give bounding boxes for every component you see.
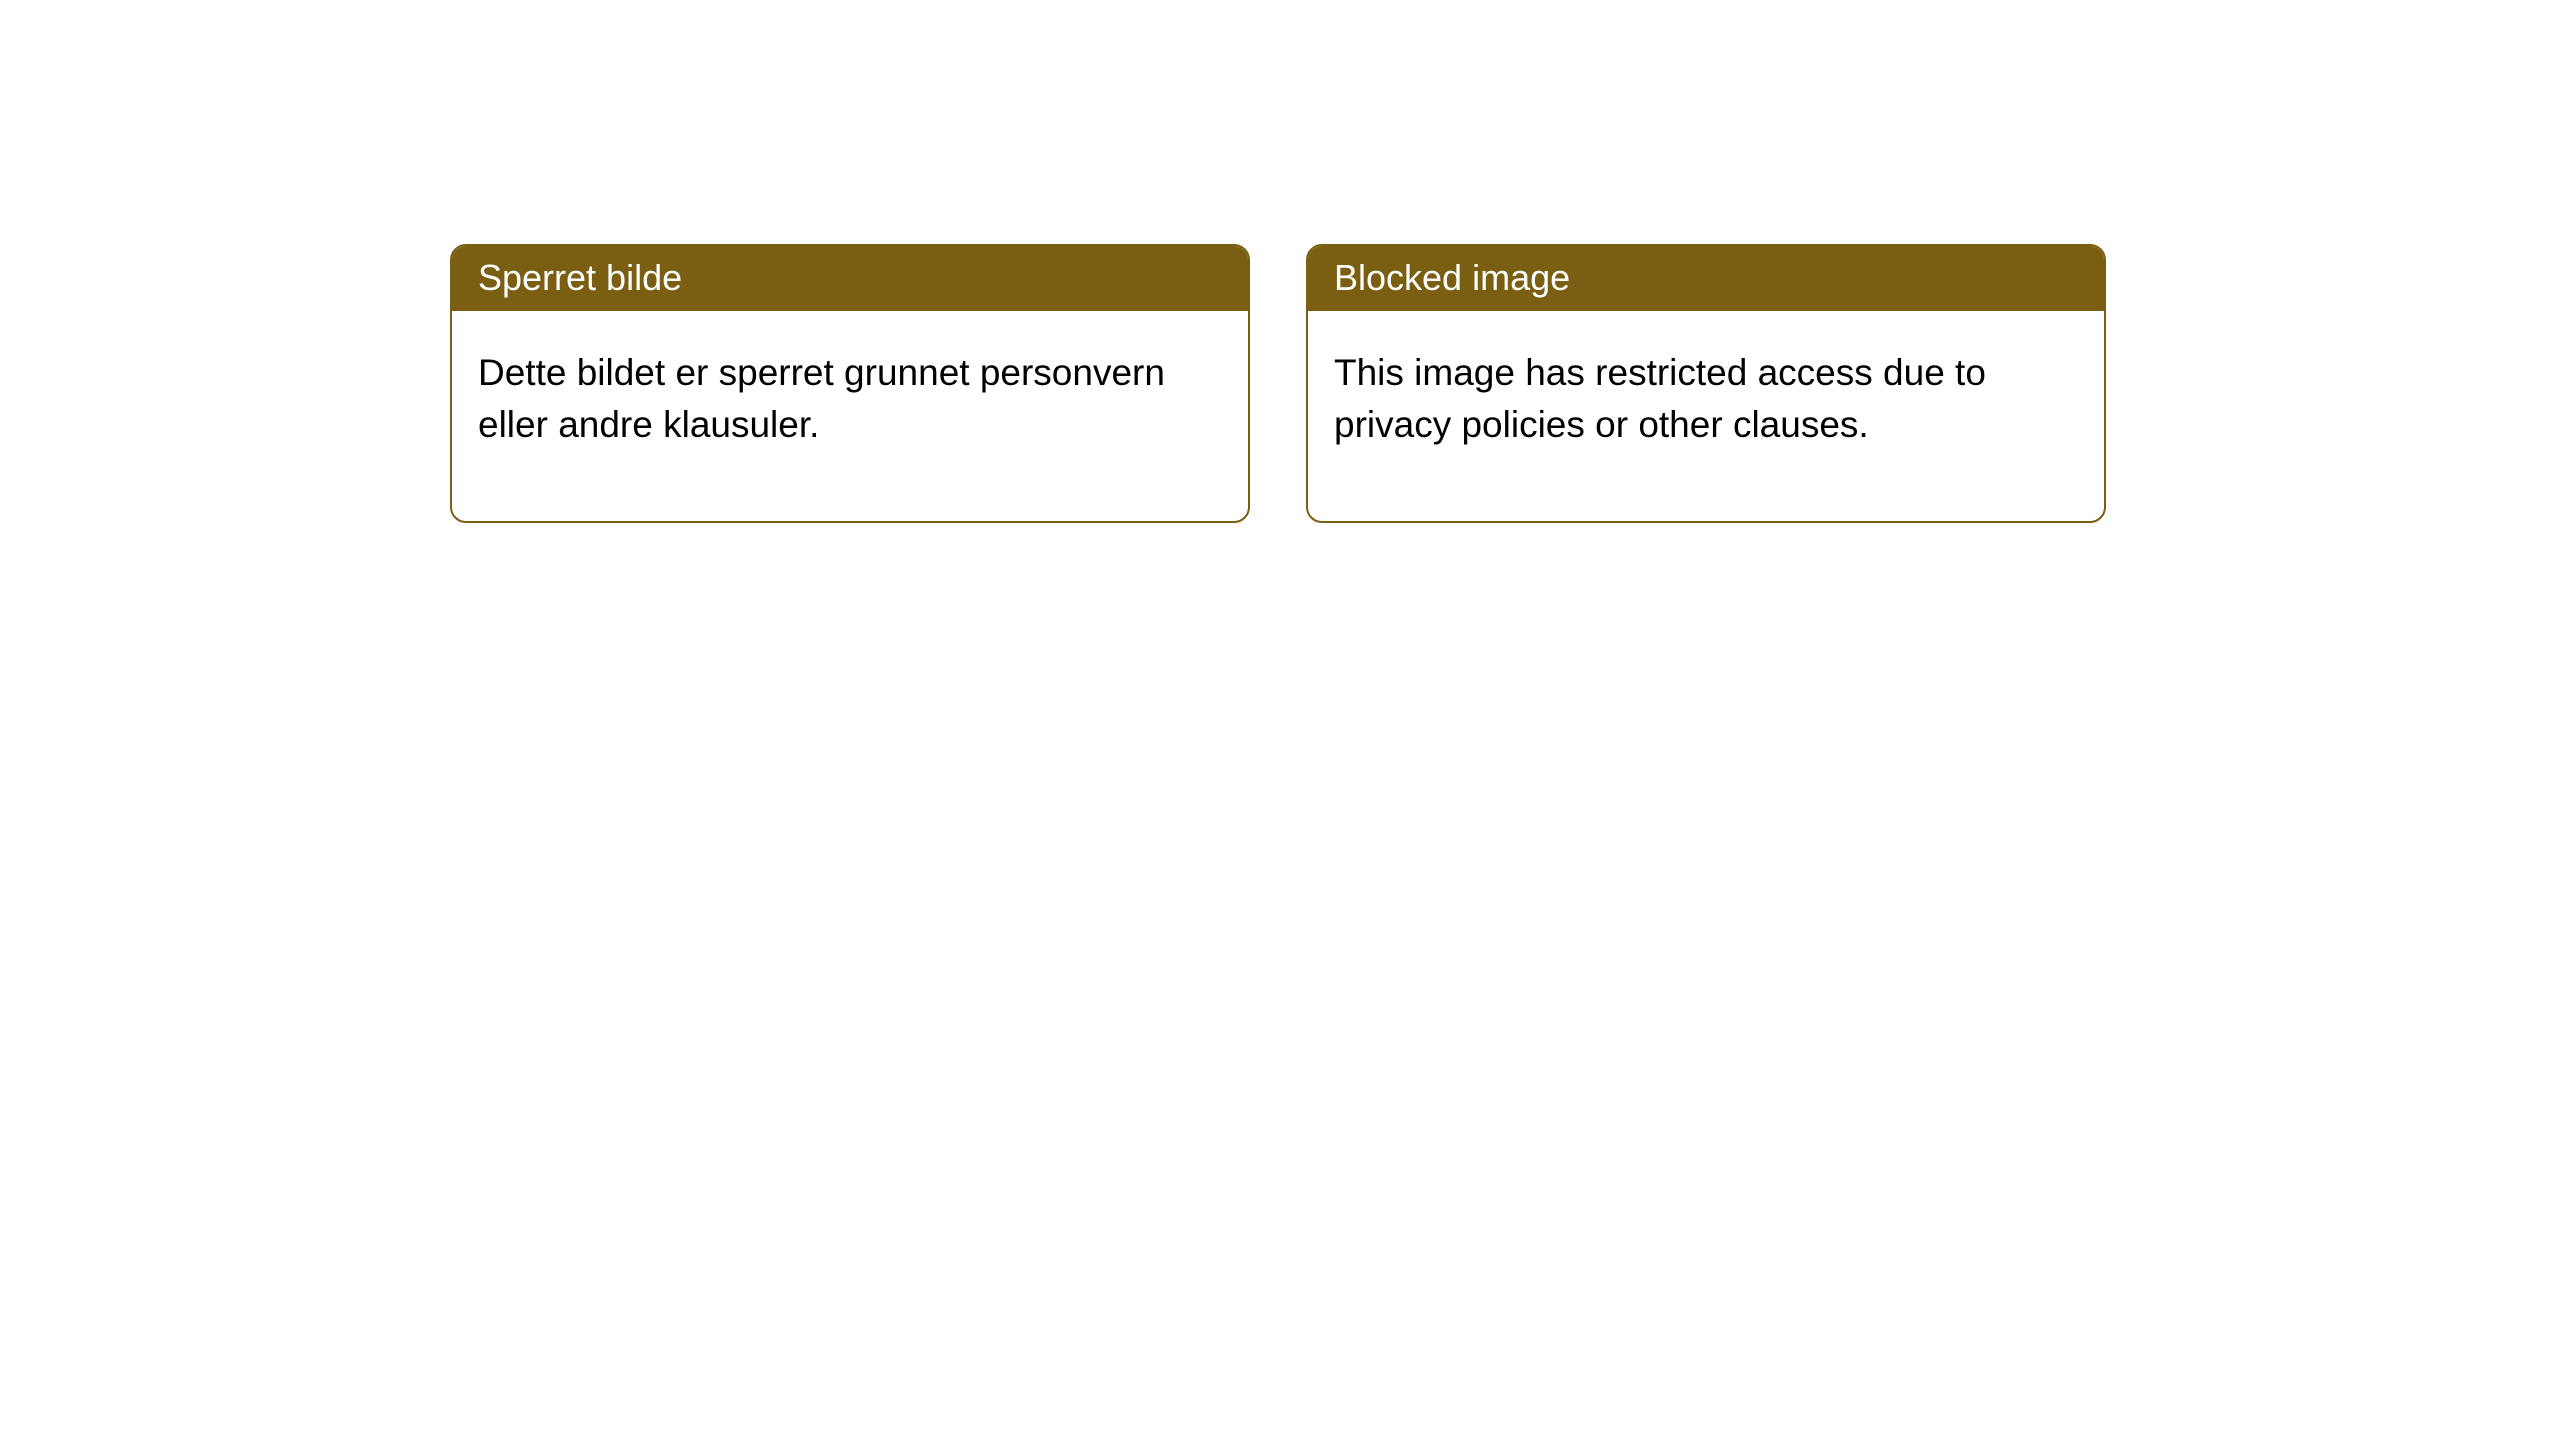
notice-box-norwegian: Sperret bilde Dette bildet er sperret gr… xyxy=(450,244,1250,523)
notice-header-english: Blocked image xyxy=(1308,246,2104,311)
notice-box-english: Blocked image This image has restricted … xyxy=(1306,244,2106,523)
notice-container: Sperret bilde Dette bildet er sperret gr… xyxy=(0,0,2560,523)
notice-body-norwegian: Dette bildet er sperret grunnet personve… xyxy=(452,311,1248,521)
notice-header-norwegian: Sperret bilde xyxy=(452,246,1248,311)
notice-body-english: This image has restricted access due to … xyxy=(1308,311,2104,521)
